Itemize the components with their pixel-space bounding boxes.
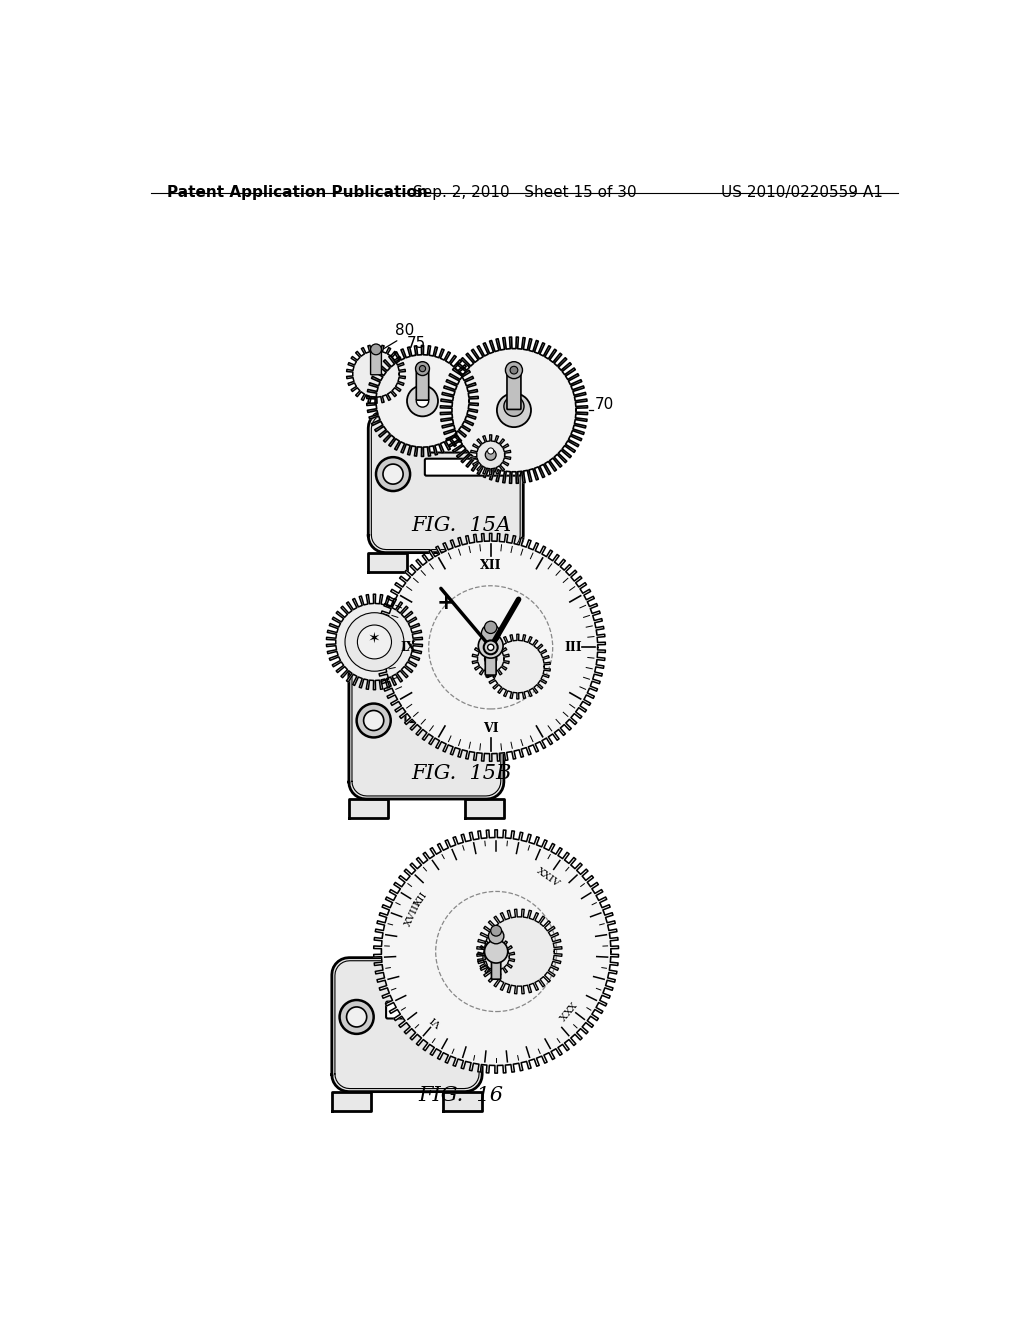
Circle shape [489,950,503,964]
Circle shape [420,366,426,372]
Text: VI: VI [430,1014,444,1028]
Circle shape [484,622,497,634]
Text: XXX: XXX [556,998,577,1022]
Polygon shape [485,635,550,700]
Circle shape [483,640,498,655]
Text: US 2010/0220559 A1: US 2010/0220559 A1 [721,185,883,201]
Text: FIG.  16: FIG. 16 [419,1086,504,1105]
Circle shape [497,393,531,428]
Text: VI: VI [483,722,499,735]
Polygon shape [332,1092,371,1111]
Text: XII: XII [413,891,429,908]
Circle shape [506,362,522,379]
Circle shape [407,385,438,416]
Polygon shape [465,799,504,818]
FancyBboxPatch shape [390,975,478,995]
Circle shape [488,928,504,944]
FancyBboxPatch shape [417,370,429,400]
Polygon shape [369,553,407,572]
Circle shape [346,1007,367,1027]
Circle shape [510,367,518,374]
Circle shape [357,626,391,659]
Circle shape [490,925,502,936]
Text: 80: 80 [394,323,414,338]
Polygon shape [472,640,509,677]
Text: III: III [564,640,582,653]
Polygon shape [477,909,562,994]
Polygon shape [349,799,388,818]
FancyBboxPatch shape [507,371,521,409]
Polygon shape [484,553,523,572]
FancyBboxPatch shape [371,350,381,375]
Circle shape [356,704,391,738]
FancyBboxPatch shape [429,433,517,453]
FancyBboxPatch shape [485,631,496,675]
Text: ✶: ✶ [368,631,381,645]
Polygon shape [367,346,478,457]
Circle shape [340,1001,374,1034]
FancyBboxPatch shape [410,678,498,700]
Text: +: + [436,593,455,612]
Circle shape [383,465,403,484]
Circle shape [376,457,410,491]
Text: 75: 75 [407,335,426,351]
Text: XII: XII [480,560,502,573]
Polygon shape [349,657,504,799]
FancyBboxPatch shape [406,705,502,722]
Text: XXIV: XXIV [536,866,562,888]
Polygon shape [478,939,514,975]
Circle shape [345,612,403,671]
Circle shape [504,396,524,416]
Circle shape [487,447,494,454]
Circle shape [417,395,429,407]
Text: FIG.  15A: FIG. 15A [412,516,511,536]
Circle shape [485,450,496,461]
Polygon shape [440,337,588,483]
Circle shape [487,644,494,651]
Polygon shape [374,830,618,1073]
Text: Sep. 2, 2010   Sheet 15 of 30: Sep. 2, 2010 Sheet 15 of 30 [413,185,637,201]
Polygon shape [376,533,605,762]
Circle shape [384,541,598,754]
Circle shape [478,634,503,659]
Circle shape [487,653,494,660]
Circle shape [381,838,611,1065]
Circle shape [364,710,384,730]
FancyBboxPatch shape [492,936,501,979]
Polygon shape [369,411,523,553]
Text: IX: IX [400,640,417,653]
Polygon shape [443,1092,482,1111]
Circle shape [416,362,429,376]
Circle shape [484,940,508,964]
FancyBboxPatch shape [425,459,521,475]
Text: XVIII: XVIII [403,899,423,928]
Polygon shape [327,594,423,689]
Polygon shape [347,345,406,404]
Circle shape [484,653,497,665]
Circle shape [371,345,381,355]
Text: Patent Application Publication: Patent Application Publication [167,185,427,201]
Circle shape [481,624,500,643]
Polygon shape [332,958,482,1092]
Text: 70: 70 [595,397,613,412]
Polygon shape [471,434,511,475]
FancyBboxPatch shape [386,1002,482,1019]
Text: FIG.  15B: FIG. 15B [411,764,511,783]
